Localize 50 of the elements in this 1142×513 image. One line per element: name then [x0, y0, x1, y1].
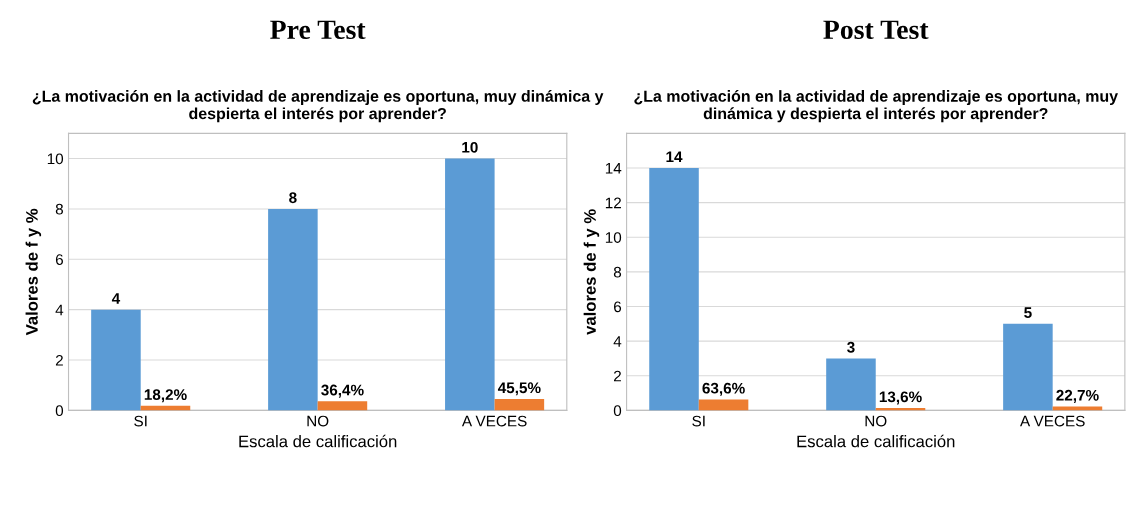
y-tick-label: 12 — [605, 197, 621, 209]
data-label: 36,4% — [321, 384, 364, 398]
data-label: 63,6% — [702, 382, 745, 396]
y-tick-label: 0 — [55, 405, 64, 417]
y-tick-label: 8 — [613, 266, 622, 278]
y-tick-label: 6 — [55, 254, 63, 265]
data-label: 18,2% — [144, 389, 187, 403]
data-label: 8 — [289, 192, 297, 204]
bar — [317, 401, 368, 411]
x-tick-label: NO — [307, 415, 329, 427]
bar — [1003, 323, 1053, 411]
bar — [698, 399, 749, 411]
y-tick-label: 2 — [55, 354, 63, 366]
bar — [494, 398, 545, 411]
bar — [445, 158, 495, 411]
x-tick-label: NO — [865, 415, 887, 427]
y-tick-label: 4 — [55, 304, 64, 316]
x-axis-title: Escala de calificación — [239, 434, 397, 448]
data-label: 22,7% — [1056, 389, 1099, 403]
bar — [1052, 406, 1103, 411]
data-label: 45,5% — [497, 382, 541, 396]
y-tick-label: 4 — [613, 336, 622, 347]
chart-title: Post Test — [823, 20, 929, 40]
x-tick-label: SI — [134, 415, 147, 427]
x-axis-title: Escala de calificación — [797, 434, 955, 448]
chart-subtitle: ¿La motivación en la actividad de aprendizaje es oportuna, muy dinámica y despierta el interés por aprender? — [32, 89, 604, 123]
data-label: 10 — [462, 141, 478, 153]
y-tick-label: 6 — [614, 301, 622, 313]
chart-subtitle: ¿La motivación en la actividad de aprendizaje es oportuna, muy dinámica y despierta el interés por aprender? — [634, 89, 1118, 123]
data-label: 3 — [847, 341, 855, 353]
y-tick-label: 10 — [47, 153, 64, 165]
chart-title: Pre Test — [270, 20, 366, 40]
y-axis-title: valores de f y % — [583, 209, 600, 335]
data-label: 13,6% — [879, 391, 922, 405]
y-tick-label: 2 — [614, 370, 621, 382]
y-tick-label: 8 — [55, 203, 63, 215]
x-tick-label: A VECES — [461, 415, 527, 427]
bar — [649, 168, 699, 411]
y-tick-label: 10 — [605, 232, 622, 243]
data-label: 14 — [666, 151, 683, 163]
bar — [91, 309, 141, 411]
y-tick-label: 14 — [605, 163, 622, 174]
y-tick-label: 0 — [613, 405, 622, 417]
bar — [268, 208, 318, 411]
data-label: 5 — [1024, 307, 1032, 319]
y-axis-title: Valores de f y % — [25, 208, 42, 336]
bar — [826, 358, 876, 411]
x-tick-label: A VECES — [1020, 415, 1085, 427]
data-label: 4 — [111, 293, 121, 304]
x-tick-label: SI — [692, 415, 705, 427]
